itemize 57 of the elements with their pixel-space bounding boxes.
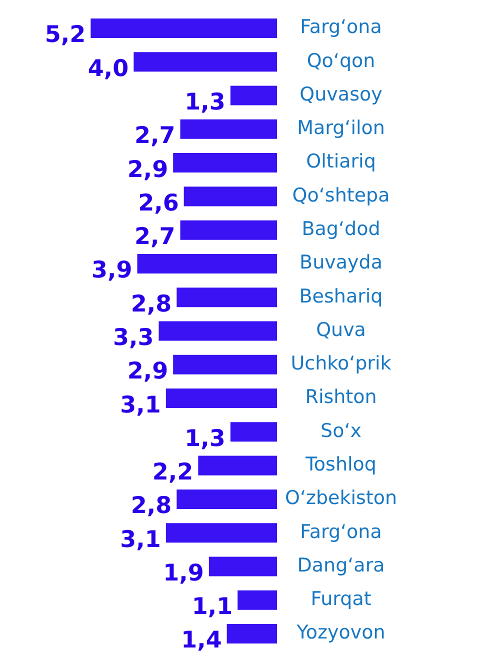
data-label: 3,1 (120, 392, 161, 418)
data-label: 2,8 (130, 493, 172, 520)
bar (208, 556, 277, 576)
bar (173, 153, 277, 173)
y-tick-label: Beshariq (299, 285, 383, 308)
y-tick-label: Rishton (305, 386, 377, 408)
bar (238, 590, 277, 610)
data-label: 1,1 (192, 594, 233, 620)
bar (230, 86, 277, 106)
bar (158, 321, 277, 341)
y-tick-label: Qo‘qon (306, 50, 376, 72)
data-label: 2,9 (127, 358, 168, 385)
y-tick-label: Dang‘ara (297, 554, 385, 576)
y-tick-label: O‘zbekiston (285, 487, 398, 510)
y-tick-label: So‘x (320, 420, 362, 442)
y-tick-label: Buvayda (300, 252, 382, 274)
y-tick-label: Farg‘ona (300, 16, 382, 38)
bar (166, 523, 277, 543)
y-tick-label: Farg‘ona (300, 520, 382, 543)
data-label: 3,3 (113, 324, 154, 351)
bar (180, 119, 277, 139)
y-tick-label: Quva (316, 318, 366, 341)
data-label: 2,8 (130, 291, 172, 318)
bar (173, 354, 277, 374)
bar (230, 422, 277, 442)
bar (176, 288, 277, 308)
bar (176, 489, 277, 509)
data-label: 1,9 (163, 560, 204, 586)
y-tick-label: Oltiariq (306, 150, 376, 173)
data-label: 2,7 (134, 224, 176, 250)
y-tick-label: Qo‘shtepa (292, 184, 390, 206)
y-tick-label: Quvasoy (300, 83, 382, 106)
y-tick-label: Yozyovon (296, 622, 386, 644)
bar (166, 388, 277, 408)
data-label: 1,3 (184, 89, 226, 116)
data-label: 2,9 (127, 156, 168, 183)
data-label: 5,2 (44, 22, 86, 48)
y-tick-label: Marg‘ilon (297, 117, 385, 140)
data-label: 3,9 (92, 258, 132, 284)
data-label: 1,4 (181, 628, 222, 654)
bar (137, 254, 277, 274)
bar (184, 186, 277, 206)
data-label: 2,7 (134, 123, 176, 150)
data-label: 1,3 (184, 426, 226, 452)
y-tick-label: Uchko‘prik (290, 352, 392, 375)
y-tick-label: Furqat (310, 588, 372, 610)
data-label: 2,2 (152, 460, 194, 486)
bar (198, 456, 277, 476)
bar (90, 18, 277, 38)
data-label: 3,1 (120, 526, 161, 553)
bar (180, 220, 277, 240)
data-label: 4,0 (88, 56, 129, 82)
bar (134, 52, 277, 72)
bar (226, 624, 277, 644)
y-tick-label: Toshloq (304, 454, 376, 476)
data-label: 2,6 (138, 190, 179, 216)
y-tick-label: Bag‘dod (302, 218, 380, 240)
